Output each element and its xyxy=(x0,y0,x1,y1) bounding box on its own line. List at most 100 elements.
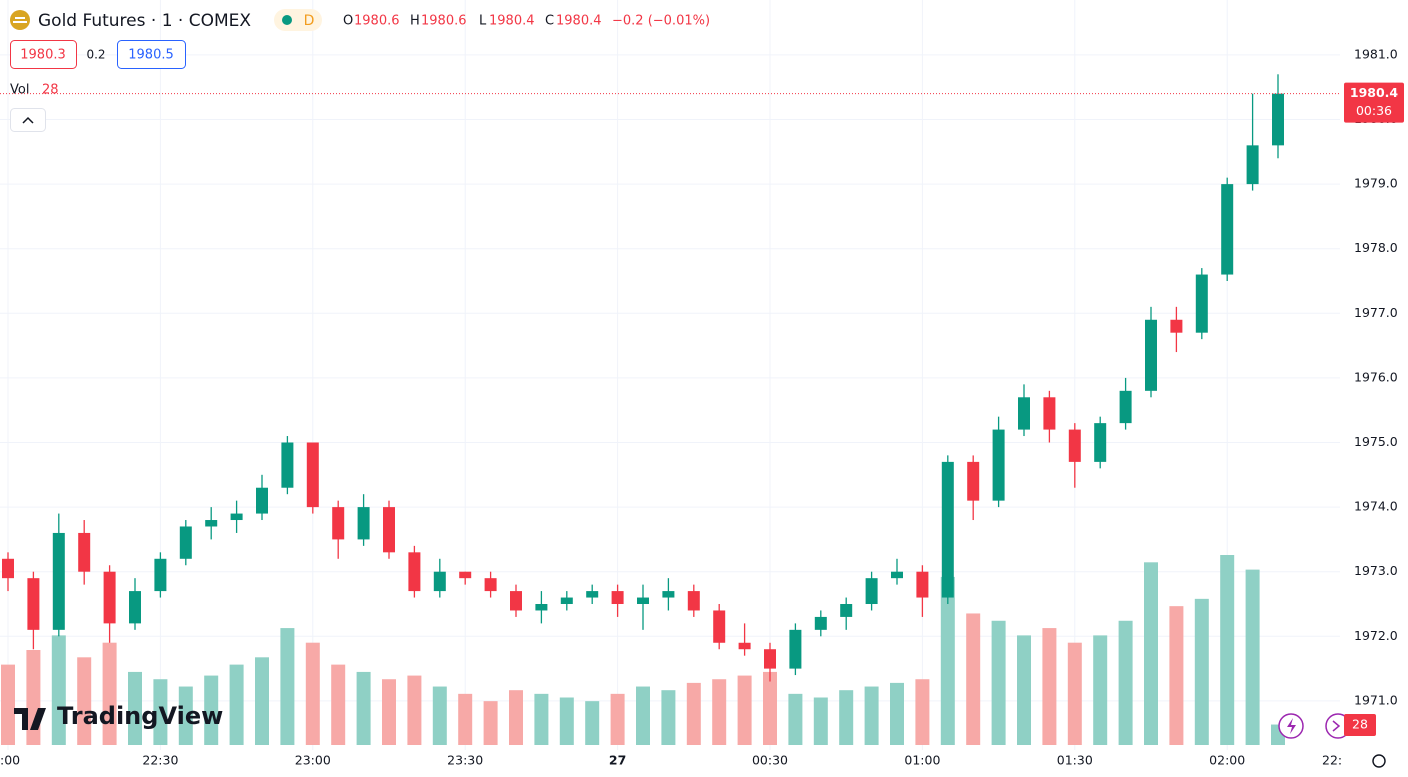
volume-bar xyxy=(1245,569,1260,745)
volume-bar xyxy=(890,682,904,745)
volume-bar xyxy=(1194,598,1209,745)
candle-body xyxy=(281,442,294,488)
volume-bar xyxy=(813,697,828,745)
candle-body xyxy=(230,513,243,521)
volume-bar xyxy=(991,620,1006,745)
volume-bar xyxy=(51,635,66,745)
candle-body xyxy=(1068,429,1081,462)
candle-body xyxy=(306,442,319,508)
settings-button[interactable] xyxy=(1372,754,1386,768)
volume-bar xyxy=(255,657,269,745)
session-badge xyxy=(274,9,322,31)
candle-body xyxy=(179,526,192,559)
candle-body xyxy=(967,461,980,501)
candle-body xyxy=(1094,423,1107,462)
y-tick-label: 1977.0 xyxy=(1354,305,1398,320)
x-tick-label: 23:00 xyxy=(295,753,331,768)
logo-text: TradingView xyxy=(57,702,223,730)
candle-body xyxy=(535,604,548,611)
candle-body xyxy=(510,591,522,611)
session-letter: D xyxy=(304,13,315,29)
candle-body xyxy=(586,591,599,598)
candle-body xyxy=(764,649,776,669)
volume-bar xyxy=(661,690,676,745)
x-tick-label: 01:00 xyxy=(904,753,940,768)
volume-bar xyxy=(1093,635,1108,745)
countdown: 00:36 xyxy=(1356,103,1392,118)
x-tick-label: 22:30 xyxy=(142,753,178,768)
x-tick-label: :00 xyxy=(0,753,20,768)
collapse-button[interactable] xyxy=(10,108,46,132)
volume-bar xyxy=(204,675,219,745)
candle-body xyxy=(891,571,903,579)
candle-body xyxy=(1272,93,1284,146)
volume-bar xyxy=(1169,606,1184,745)
volume-bar xyxy=(102,642,117,745)
scroll-icon xyxy=(1332,720,1341,732)
volume-bar xyxy=(356,671,371,745)
volume-bar xyxy=(128,671,142,745)
volume-bar xyxy=(178,686,193,745)
candle-body xyxy=(840,604,853,617)
candle-body xyxy=(713,610,726,643)
y-tick-label: 1971.0 xyxy=(1354,692,1398,707)
volume-bar xyxy=(940,576,955,745)
volume-bar xyxy=(153,679,168,745)
volume-bar xyxy=(737,675,752,745)
candle-body xyxy=(484,578,497,592)
volume-bar xyxy=(1144,562,1158,745)
candle-body xyxy=(941,461,954,598)
candle-body xyxy=(459,571,472,579)
y-tick-label: 1976.0 xyxy=(1354,369,1398,384)
candle-body xyxy=(1043,397,1056,430)
volume-bar xyxy=(839,690,854,745)
candle-body xyxy=(103,571,116,624)
legend-o: O xyxy=(343,14,353,29)
volume-bar xyxy=(483,701,498,745)
volume-value-box xyxy=(1344,714,1376,736)
logo-mark xyxy=(14,708,46,730)
spread: 0.2 xyxy=(86,48,105,62)
candle-body xyxy=(611,591,624,605)
volume-bar xyxy=(636,686,650,745)
volume-bar xyxy=(712,679,727,745)
volume-bar xyxy=(915,679,930,745)
candle-body xyxy=(383,507,395,553)
candle-body xyxy=(789,629,802,669)
ask-box[interactable] xyxy=(117,40,186,69)
legend-open: 1980.6 xyxy=(354,14,400,29)
volume-layer xyxy=(1,555,1285,745)
y-tick-label: 1975.0 xyxy=(1354,434,1398,449)
candle-body xyxy=(916,571,929,598)
candle-body xyxy=(433,571,446,592)
y-tick-label: 1978.0 xyxy=(1354,240,1398,255)
candle-body xyxy=(2,558,14,579)
symbol-title: Gold Futures · 1 · COMEX xyxy=(38,11,251,31)
bid: 1980.3 xyxy=(20,48,66,63)
candle-body xyxy=(992,429,1005,501)
legend-close: 1980.4 xyxy=(556,14,602,29)
y-tick-label: 1973.0 xyxy=(1354,563,1398,578)
y-tick-label: 1972.0 xyxy=(1354,628,1398,643)
volume-bar xyxy=(229,664,244,745)
legend-low: 1980.4 xyxy=(489,14,535,29)
ask: 1980.5 xyxy=(128,48,174,63)
volume-bar xyxy=(610,693,625,745)
volume-bar xyxy=(280,628,295,745)
legend-h: H xyxy=(410,14,420,29)
collapse-icon xyxy=(22,116,34,124)
volume-bar xyxy=(534,693,549,745)
last-price-box xyxy=(1344,82,1404,123)
volume-bar xyxy=(26,650,41,745)
x-tick-label: 01:30 xyxy=(1057,753,1093,768)
volume-bar xyxy=(1017,635,1031,745)
volume-bar xyxy=(382,679,396,745)
volume-bar xyxy=(966,613,981,745)
symbol-icon xyxy=(10,10,30,30)
last-price-label: 1980.4 xyxy=(1350,85,1399,100)
volume-bar xyxy=(305,642,320,745)
bid-box[interactable] xyxy=(10,40,77,69)
x-tick-label: 23:30 xyxy=(447,753,483,768)
candle-body xyxy=(332,507,345,540)
volume-bar xyxy=(1067,642,1082,745)
